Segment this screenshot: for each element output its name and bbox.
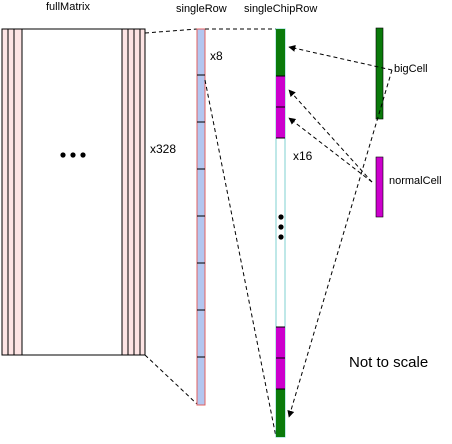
- matrix-left-band: [2, 29, 22, 355]
- expand-line: [144, 28, 198, 34]
- single-chip-row: [275, 28, 286, 438]
- normal-cell: [276, 358, 285, 389]
- normal-cell: [276, 327, 285, 358]
- normal-cell: [276, 76, 285, 107]
- big-cell-bottom: [276, 389, 285, 437]
- ellipsis-dot: [278, 234, 284, 240]
- ellipsis-dot: [278, 214, 284, 220]
- scale-note: Not to scale: [349, 354, 429, 371]
- full-matrix-label: fullMatrix: [46, 1, 91, 13]
- expand-line: [144, 354, 198, 405]
- single-row-label: singleRow: [176, 3, 227, 15]
- single-row: [196, 28, 206, 406]
- cells-per-chip-label: x16: [293, 149, 313, 163]
- ellipsis-dot: [60, 152, 66, 158]
- big-cell-arrow: [288, 44, 393, 71]
- matrix-outline: [1, 28, 146, 356]
- ellipsis-dot: [80, 152, 86, 158]
- expand-line: [204, 79, 277, 438]
- normal-cell-arrow: [288, 117, 373, 183]
- ellipsis-dot: [278, 224, 284, 230]
- full-matrix: [1, 28, 146, 356]
- normal-cell-legend-swatch: [375, 156, 384, 218]
- ellipsis-dot: [70, 152, 76, 158]
- normal-cell-label: normalCell: [389, 175, 442, 187]
- chips-per-row-label: x8: [210, 49, 223, 63]
- single-row-outline: [196, 28, 206, 406]
- normal-cell-arrow: [288, 89, 373, 183]
- normal-cell: [276, 107, 285, 138]
- big-cell-top: [276, 29, 285, 76]
- big-cell-label: bigCell: [394, 63, 428, 75]
- row-count-label: x328: [150, 142, 177, 156]
- big-cell-legend-swatch: [375, 27, 384, 120]
- single-row-bar: [197, 29, 205, 405]
- big-cell-arrow: [287, 69, 393, 418]
- single-chip-row-label: singleChipRow: [244, 3, 318, 15]
